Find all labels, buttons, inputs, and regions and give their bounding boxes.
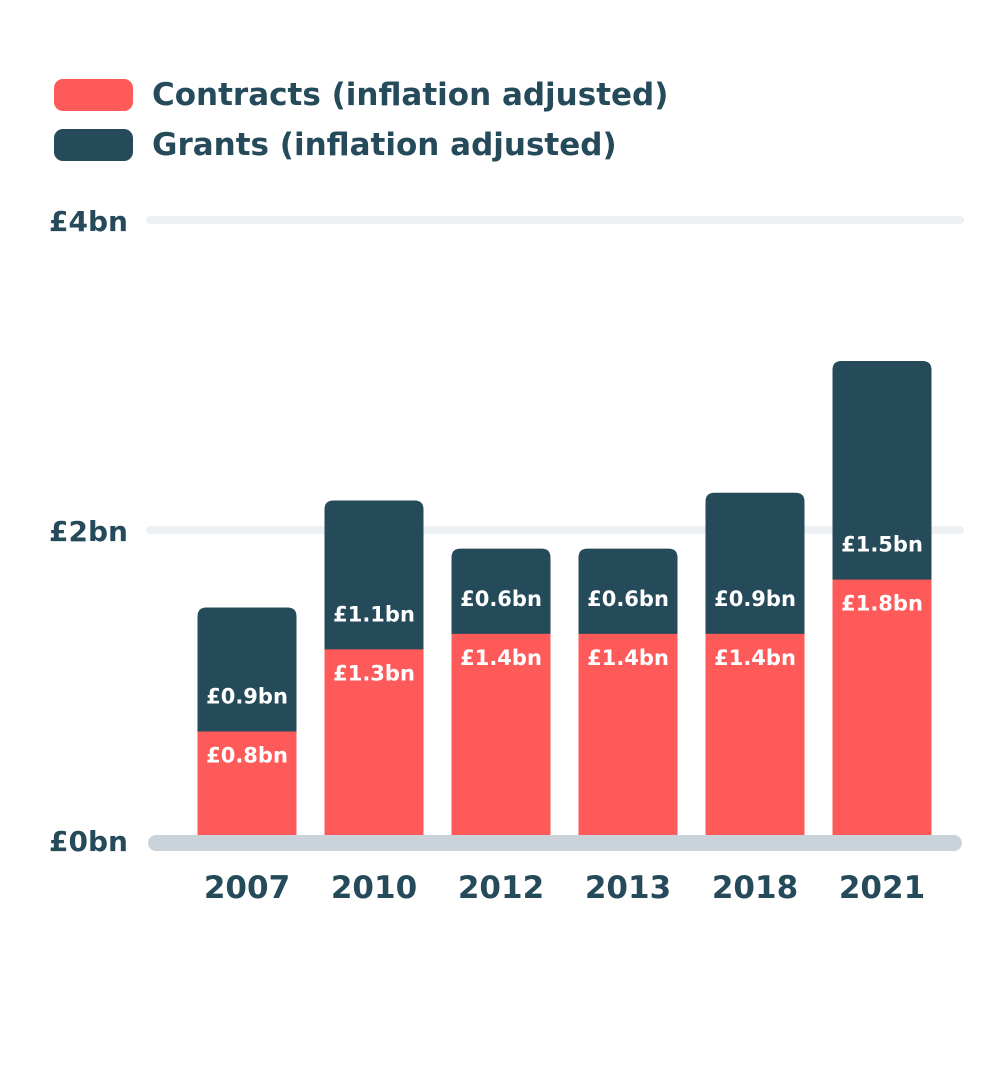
value-label-contracts-2007: £0.8bn (206, 744, 288, 768)
legend-item-contracts: Contracts (inflation adjusted) (54, 70, 668, 120)
y-tick-label-2bn: £2bn (49, 515, 128, 548)
x-tick-label-2013: 2013 (585, 870, 671, 906)
bar-contracts-2007 (197, 731, 297, 840)
x-tick-label-2007: 2007 (204, 870, 290, 906)
x-tick-label-2021: 2021 (839, 870, 925, 906)
legend-label-contracts: Contracts (inflation adjusted) (152, 77, 669, 113)
bar-group-2018: £1.4bn £0.9bn (705, 492, 805, 840)
bars: £0.8bn£0.9bn£1.3bn£1.1bn£1.4bn£0.6bn£1.4… (197, 361, 932, 840)
value-label-contracts-2013: £1.4bn (587, 646, 669, 670)
bar-grants-2012 (451, 548, 551, 636)
x-tick-label-2010: 2010 (331, 870, 417, 906)
y-tick-label-4bn: £4bn (49, 205, 128, 238)
value-label-grants-2018: £0.9bn (714, 587, 796, 611)
gridlines (146, 216, 964, 534)
bar-grants-2013 (578, 548, 678, 636)
bar-group-2012: £1.4bn £0.6bn (451, 548, 551, 840)
legend-item-grants: Grants (inflation adjusted) (54, 120, 668, 170)
bar-group-2007: £0.8bn £0.9bn (197, 607, 297, 840)
bar-contracts-2018 (705, 633, 805, 840)
x-tick-label-2012: 2012 (458, 870, 544, 906)
y-axis-ticks: £0bn £2bn £4bn (49, 205, 128, 858)
legend-swatch-contracts (54, 79, 133, 111)
bar-contracts-2010 (324, 649, 424, 840)
bar-grants-2021 (832, 361, 932, 582)
bar-grants-2007 (197, 607, 297, 734)
legend: Contracts (inflation adjusted) Grants (i… (54, 70, 668, 170)
bar-group-2013: £1.4bn £0.6bn (578, 548, 678, 840)
value-label-contracts-2012: £1.4bn (460, 646, 542, 670)
value-label-grants-2010: £1.1bn (333, 602, 415, 626)
legend-swatch-grants (54, 129, 133, 161)
bar-group-2021: £1.8bn £1.5bn (832, 361, 932, 840)
y-tick-label-0bn: £0bn (49, 825, 128, 858)
value-label-grants-2013: £0.6bn (587, 587, 669, 611)
bar-contracts-2013 (578, 633, 678, 840)
value-label-grants-2007: £0.9bn (206, 685, 288, 709)
value-label-grants-2012: £0.6bn (460, 587, 542, 611)
bar-group-2010: £1.3bn £1.1bn (324, 500, 424, 840)
bar-contracts-2021 (832, 579, 932, 840)
bar-contracts-2012 (451, 633, 551, 840)
legend-label-grants: Grants (inflation adjusted) (152, 127, 617, 163)
value-label-grants-2021: £1.5bn (841, 533, 923, 557)
value-label-contracts-2018: £1.4bn (714, 646, 796, 670)
value-label-contracts-2021: £1.8bn (841, 592, 923, 616)
value-label-contracts-2010: £1.3bn (333, 661, 415, 685)
bar-grants-2010 (324, 500, 424, 652)
bar-grants-2018 (705, 492, 805, 636)
x-tick-label-2018: 2018 (712, 870, 798, 906)
x-axis-ticks: 2007 2010 2012 2013 2018 2021 (204, 870, 925, 906)
